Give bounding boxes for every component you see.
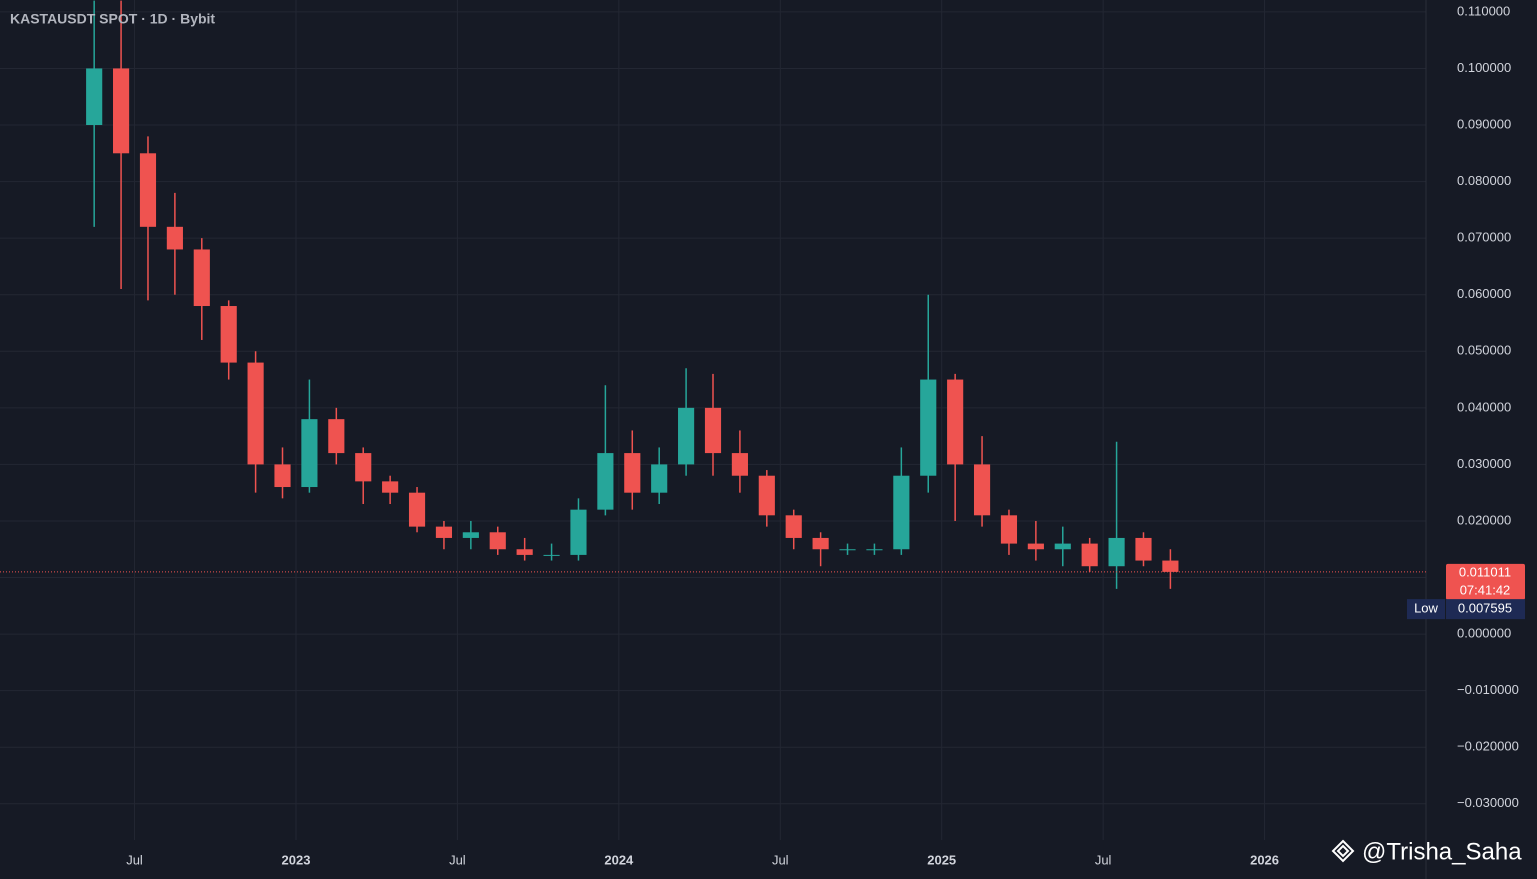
candle-body	[624, 453, 641, 493]
x-tick-label: Jul	[449, 852, 466, 867]
candle-body	[947, 379, 964, 465]
y-tick-label: −0.010000	[1457, 682, 1519, 697]
candle-body	[516, 549, 533, 555]
last-price-label: 0.011011	[1459, 564, 1511, 579]
candle-body	[1135, 537, 1152, 561]
x-tick-label: 2026	[1250, 852, 1279, 867]
watermark-text: @Trisha_Saha	[1362, 838, 1522, 865]
candle-body	[1108, 537, 1125, 567]
candle-body	[86, 68, 103, 126]
candle-body	[1081, 543, 1098, 567]
candle-body	[462, 532, 479, 538]
candle-body	[1027, 543, 1044, 550]
y-tick-label: −0.020000	[1457, 739, 1519, 754]
candle-body	[758, 475, 775, 516]
candle-body	[651, 464, 668, 493]
candle-body	[435, 526, 453, 538]
y-tick-label: 0.110000	[1457, 3, 1510, 18]
y-tick-label: 0.070000	[1457, 230, 1511, 245]
candle-body	[973, 464, 991, 516]
candle-body	[1000, 515, 1018, 544]
y-tick-label: −0.030000	[1457, 795, 1519, 810]
last-price-badge	[1446, 563, 1525, 600]
candle-body	[408, 492, 426, 527]
x-tick-label: Jul	[1095, 852, 1112, 867]
candle-body	[113, 68, 130, 154]
low-badge-value	[1446, 599, 1525, 620]
y-tick-label: 0.050000	[1457, 343, 1511, 358]
low-name: Low	[1414, 601, 1438, 616]
y-tick-label: 0.000000	[1457, 626, 1511, 641]
candle-body	[166, 226, 183, 250]
candle-body	[355, 453, 372, 482]
y-tick-label: 0.080000	[1457, 173, 1511, 188]
x-tick-label: 2024	[604, 852, 634, 867]
candle-body	[893, 475, 910, 550]
candle-body	[382, 481, 399, 493]
candle-body	[543, 554, 560, 556]
chart-title: KASTAUSDT SPOT · 1D · Bybit	[10, 11, 215, 27]
candle-body	[785, 515, 802, 538]
y-tick-label: 0.030000	[1457, 456, 1511, 471]
candle-body	[839, 549, 856, 551]
y-tick-label: 0.060000	[1457, 286, 1511, 301]
candle-body	[139, 153, 157, 227]
countdown-label: 07:41:42	[1460, 582, 1511, 597]
candle-body	[704, 407, 722, 454]
candle-body	[274, 464, 291, 488]
watermark-icon	[1331, 839, 1355, 863]
candle-body	[597, 453, 614, 510]
candle-body	[866, 549, 883, 551]
x-tick-label: 2023	[282, 852, 311, 867]
x-tick-label: Jul	[772, 852, 789, 867]
candle-body	[678, 407, 695, 465]
candle-body	[1054, 543, 1071, 550]
x-tick-label: 2025	[927, 852, 956, 867]
candle-body	[220, 306, 237, 363]
candle-body	[731, 453, 748, 476]
candle-body	[193, 249, 210, 307]
low-badge-name	[1407, 599, 1445, 620]
watermark: @Trisha_Saha	[1331, 838, 1522, 865]
candle-body	[920, 379, 937, 476]
candle-body	[301, 419, 318, 488]
y-tick-label: 0.100000	[1457, 60, 1511, 75]
low-value: 0.007595	[1458, 601, 1512, 616]
candle-body	[1162, 560, 1179, 572]
y-tick-label: 0.090000	[1457, 116, 1511, 131]
candle-body	[328, 419, 345, 454]
candle-body	[570, 509, 587, 555]
candle-body	[489, 532, 506, 550]
y-tick-label: 0.040000	[1457, 399, 1511, 414]
candle-body	[247, 362, 264, 465]
y-tick-label: 0.020000	[1457, 512, 1511, 527]
x-tick-label: Jul	[126, 852, 143, 867]
candle-body	[812, 537, 829, 550]
